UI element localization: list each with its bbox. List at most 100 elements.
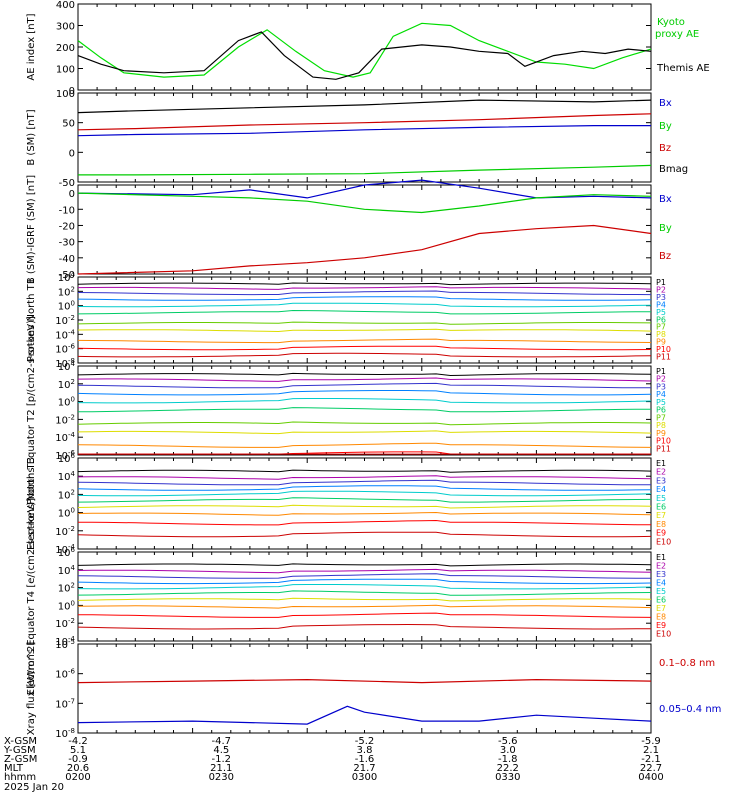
ephem-value: 22.7 xyxy=(640,763,662,774)
channel-p2 xyxy=(77,286,652,290)
channel-e2 xyxy=(77,475,652,480)
panel-frame xyxy=(77,184,652,275)
series-bx xyxy=(77,99,652,114)
y-axis-label: Xray flux [W/m^2] xyxy=(26,642,37,736)
legend-e3: E3 xyxy=(656,570,666,579)
channel-p5 xyxy=(77,302,652,308)
y-tick-label: 10-2 xyxy=(55,617,75,630)
legend-e4: E4 xyxy=(656,485,666,494)
legend-p2: P2 xyxy=(656,286,666,295)
legend-p5: P5 xyxy=(656,308,666,317)
ephem-value: -4.7 xyxy=(212,736,232,747)
ephem-value: -2.1 xyxy=(641,754,661,765)
channel-e2 xyxy=(77,568,652,574)
y-tick-label: 102 xyxy=(58,582,75,595)
y-tick-label: 106 xyxy=(58,452,76,465)
legend-p7: P7 xyxy=(656,413,666,422)
y-tick-label: 104 xyxy=(58,564,76,577)
legend-p5: P5 xyxy=(656,398,666,407)
y-tick-label: 10-6 xyxy=(55,668,75,681)
legend-p8: P8 xyxy=(656,330,666,339)
y-tick-label: 10-5 xyxy=(55,638,75,651)
legend-p2: P2 xyxy=(656,375,666,384)
channel-e6 xyxy=(77,590,652,596)
channel-e9 xyxy=(78,519,652,526)
channel-e5 xyxy=(77,490,652,497)
ephem-value: 0230 xyxy=(209,772,234,783)
series-0-1-0-8-nm xyxy=(77,678,652,684)
channel-e10 xyxy=(77,623,652,630)
y-tick-label: 50 xyxy=(62,119,75,130)
ephem-row-label: MLT xyxy=(4,763,24,774)
y-tick-label: 0 xyxy=(69,189,75,200)
legend-e2: E2 xyxy=(656,562,666,571)
channel-e4 xyxy=(77,485,652,491)
legend-e2: E2 xyxy=(656,468,666,477)
series-kyoto-proxy-ae xyxy=(77,22,652,78)
ephem-row-label: Z-GSM xyxy=(4,754,37,765)
y-tick-label: 100 xyxy=(58,507,75,520)
channel-e10 xyxy=(77,531,652,538)
legend-p11: P11 xyxy=(656,444,671,453)
legend-b-bmag: Bmag xyxy=(659,164,688,175)
y-tick-label: 100 xyxy=(58,599,75,612)
series-0-05-0-4-nm xyxy=(77,705,652,725)
legend-xray-short: 0.05–0.4 nm xyxy=(659,704,721,715)
legend-p4: P4 xyxy=(656,300,666,309)
y-tick-label: 300 xyxy=(56,22,75,33)
ephem-row-label: hhmm xyxy=(4,772,36,783)
channel-p9 xyxy=(77,442,652,448)
legend-p10: P10 xyxy=(656,345,671,354)
legend-p9: P9 xyxy=(656,338,666,347)
legend-e8: E8 xyxy=(656,613,666,622)
channel-e1 xyxy=(77,469,652,473)
legend-b-bx: Bx xyxy=(659,98,672,109)
channel-p7 xyxy=(77,321,652,325)
ephem-value: 0400 xyxy=(638,772,663,783)
y-tick-label: 100 xyxy=(58,396,75,409)
legend-p7: P7 xyxy=(656,323,666,332)
channel-e7 xyxy=(77,597,652,602)
channel-p8 xyxy=(77,328,652,333)
ephem-value: -1.6 xyxy=(355,754,375,765)
legend-p4: P4 xyxy=(656,390,666,399)
channel-p2 xyxy=(77,377,652,382)
legend-themis: Themis AE xyxy=(656,63,710,74)
y-tick-label: 104 xyxy=(58,470,76,483)
channel-e7 xyxy=(77,504,652,509)
channel-e1 xyxy=(77,563,652,567)
legend-e10: E10 xyxy=(656,630,671,639)
panel-2: -50 -40 -30 -20 -10 0 B (SM)-IGRF (SM) [nT] xyxy=(26,175,652,284)
legend-p10: P10 xyxy=(656,437,671,446)
series-bx xyxy=(77,179,652,199)
legend-p3: P3 xyxy=(656,293,666,302)
ephem-value: 20.6 xyxy=(67,763,89,774)
ephem-value: 3.8 xyxy=(357,745,373,756)
y-tick-label: 200 xyxy=(56,43,75,54)
ephem-value: 22.2 xyxy=(497,763,519,774)
y-tick-label: 106 xyxy=(58,546,76,559)
legend-db-by: By xyxy=(659,223,672,234)
channel-e4 xyxy=(77,578,652,585)
legend-e4: E4 xyxy=(656,579,666,588)
legend-e5: E5 xyxy=(656,587,666,596)
channel-e9 xyxy=(78,612,652,618)
y-tick-label: 100 xyxy=(56,65,75,76)
channel-e5 xyxy=(77,584,652,590)
legend-p1: P1 xyxy=(656,367,666,376)
legend-e6: E6 xyxy=(656,503,666,512)
panel-frame xyxy=(77,276,652,364)
y-tick-label: 0 xyxy=(69,86,75,97)
y-tick-label: 0 xyxy=(69,148,75,159)
y-tick-label: 102 xyxy=(58,488,75,501)
series-bmag xyxy=(77,125,651,137)
channel-p10 xyxy=(77,345,652,351)
ephem-row-label: Y-GSM xyxy=(3,745,36,756)
legend-db-bx: Bx xyxy=(659,194,672,205)
y-axis-label: B (SM)-IGRF (SM) [nT] xyxy=(26,175,37,284)
